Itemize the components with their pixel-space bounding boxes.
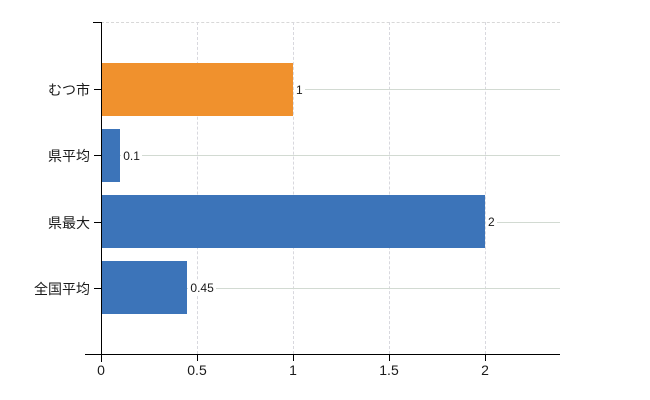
y-tick-mark: [94, 89, 101, 90]
category-label: むつ市: [48, 82, 90, 98]
y-tick-mark: [94, 155, 101, 156]
x-tick-label: 1.5: [379, 362, 399, 378]
category-label: 県平均: [48, 148, 90, 164]
y-axis-line: [101, 22, 102, 362]
x-tick-label: 1: [289, 362, 297, 378]
category-label: 県最大: [48, 215, 90, 231]
x-tick-label: 0: [97, 362, 105, 378]
y-axis-end-tick: [93, 22, 101, 23]
x-tick-mark: [101, 355, 102, 361]
x-tick-mark: [197, 355, 198, 361]
x-tick-label: 2: [481, 362, 489, 378]
x-tick-label: 0.5: [187, 362, 207, 378]
bar-value-label: 0.1: [121, 149, 142, 163]
x-axis-line: [85, 354, 560, 355]
gridline-horizontal: [101, 89, 560, 90]
bar: [102, 261, 187, 314]
gridline-horizontal: [101, 288, 560, 289]
x-tick-mark: [293, 355, 294, 361]
x-tick-mark: [485, 355, 486, 361]
gridline-vertical: [485, 22, 486, 354]
gridline-vertical: [293, 22, 294, 354]
bar-value-label: 0.45: [188, 281, 216, 295]
bar-value-label: 1: [294, 83, 305, 97]
gridline-horizontal: [101, 155, 560, 156]
y-tick-mark: [94, 288, 101, 289]
bar: [102, 129, 120, 182]
category-label: 全国平均: [34, 281, 90, 297]
bar: [102, 63, 293, 116]
y-tick-mark: [94, 222, 101, 223]
bar: [102, 195, 485, 248]
plot-top-border: [101, 22, 560, 23]
bar-value-label: 2: [486, 215, 497, 229]
x-tick-mark: [389, 355, 390, 361]
gridline-vertical: [197, 22, 198, 354]
gridline-vertical: [389, 22, 390, 354]
